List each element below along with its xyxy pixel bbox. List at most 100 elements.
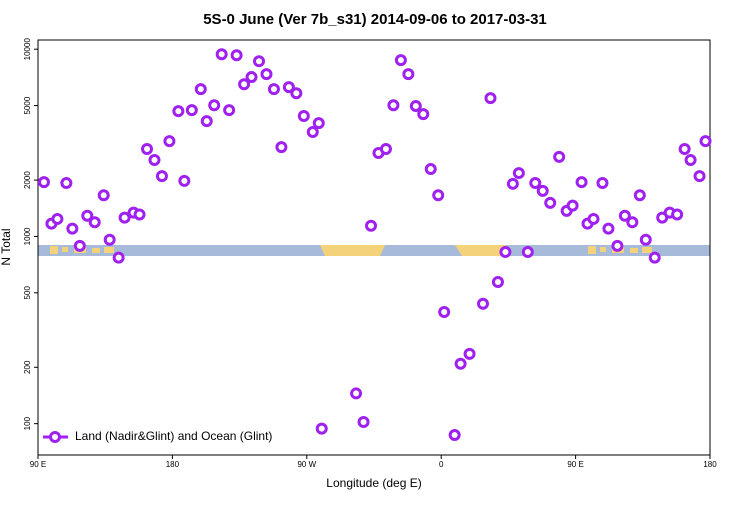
point	[141, 143, 154, 156]
point	[163, 135, 176, 148]
point	[633, 189, 646, 202]
point	[290, 87, 303, 100]
point	[253, 55, 266, 68]
point	[230, 49, 243, 62]
point	[448, 428, 461, 441]
point	[297, 109, 310, 122]
point	[357, 416, 370, 429]
point	[402, 68, 415, 81]
point	[178, 174, 191, 187]
point	[260, 68, 273, 81]
point	[394, 54, 407, 67]
point	[529, 176, 542, 189]
point	[424, 163, 437, 176]
point	[103, 233, 116, 246]
point	[477, 297, 490, 310]
point	[417, 108, 430, 121]
point	[155, 170, 168, 183]
point	[454, 357, 467, 370]
point	[245, 71, 258, 84]
x-tick-label: 90 E	[30, 460, 46, 469]
y-axis-label: N Total	[0, 228, 13, 265]
point	[215, 48, 228, 61]
point	[463, 347, 476, 360]
y-tick-label: 500	[23, 286, 32, 300]
point	[491, 275, 504, 288]
point	[112, 251, 125, 264]
point	[133, 208, 146, 221]
point	[315, 422, 328, 435]
point	[185, 104, 198, 117]
point	[275, 141, 288, 154]
point	[484, 92, 497, 105]
point	[618, 209, 631, 222]
point	[200, 115, 213, 128]
point	[172, 105, 185, 118]
point	[512, 167, 525, 180]
point	[238, 78, 251, 91]
point	[566, 199, 579, 212]
point	[223, 104, 236, 117]
point	[639, 233, 652, 246]
y-tick-label: 100	[23, 416, 32, 430]
point	[602, 222, 615, 235]
point	[506, 177, 519, 190]
point	[267, 83, 280, 96]
chart-title: 5S-0 June (Ver 7b_s31) 2014-09-06 to 201…	[203, 11, 547, 28]
point	[118, 211, 131, 224]
point	[587, 212, 600, 225]
point	[282, 81, 295, 94]
point	[499, 245, 512, 258]
point	[521, 245, 534, 258]
point	[596, 176, 609, 189]
y-tick-label: 5000	[23, 96, 32, 114]
y-tick-label: 200	[23, 360, 32, 374]
x-tick-label: 90 E	[567, 460, 583, 469]
point	[148, 154, 161, 167]
x-tick-label: 0	[439, 460, 444, 469]
point	[97, 189, 110, 202]
point	[379, 143, 392, 156]
point	[544, 196, 557, 209]
x-tick-label: 180	[703, 460, 717, 469]
point	[699, 135, 712, 148]
legend-marker	[49, 431, 61, 443]
point	[73, 239, 86, 252]
point	[81, 209, 94, 222]
point	[684, 154, 697, 167]
point	[387, 99, 400, 112]
point	[671, 208, 684, 221]
x-axis-label: Longitude (deg E)	[326, 476, 421, 490]
point	[432, 189, 445, 202]
point	[648, 251, 661, 264]
point	[409, 100, 422, 113]
point	[626, 216, 639, 229]
point	[611, 239, 624, 252]
y-tick-label: 1000	[23, 227, 32, 245]
point	[553, 150, 566, 163]
point	[51, 212, 64, 225]
point	[37, 176, 50, 189]
point	[536, 184, 549, 197]
point	[438, 305, 451, 318]
y-tick-label: 2000	[23, 171, 32, 189]
x-tick-label: 90 W	[297, 460, 316, 469]
point	[306, 126, 319, 139]
point	[693, 170, 706, 183]
point	[365, 219, 378, 232]
y-tick-label: 10000	[23, 38, 32, 61]
point	[88, 216, 101, 229]
x-tick-label: 180	[166, 460, 180, 469]
point	[66, 222, 79, 235]
point	[60, 176, 73, 189]
point	[194, 83, 207, 96]
point	[575, 176, 588, 189]
point	[678, 143, 691, 156]
plot-frame	[37, 39, 711, 456]
legend-label: Land (Nadir&Glint) and Ocean (Glint)	[75, 429, 272, 443]
point	[350, 387, 363, 400]
map-strip	[38, 245, 710, 256]
point	[208, 99, 221, 112]
point	[312, 117, 325, 130]
